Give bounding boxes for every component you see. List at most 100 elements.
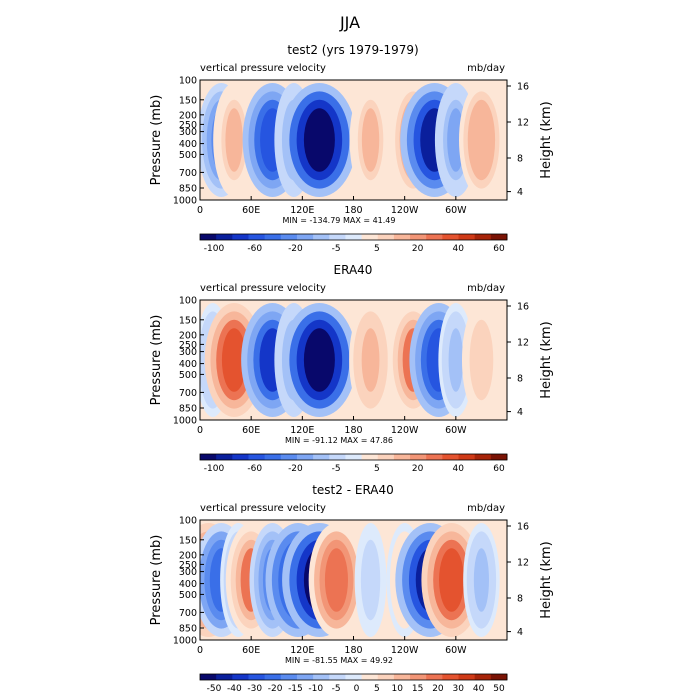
contour-field: [200, 520, 507, 640]
colorbar-frame: [199, 453, 508, 461]
y-tick-label: 100: [179, 516, 197, 527]
y-tick-label: 250: [179, 120, 197, 131]
panel-title: test2 - ERA40: [312, 483, 394, 497]
y-tick-label: 400: [179, 359, 197, 370]
colorbar-label: 50: [493, 684, 505, 694]
colorbar-swatch: [264, 454, 282, 460]
y-right-tick-label: 16: [517, 522, 529, 533]
colorbar-swatch: [361, 674, 379, 680]
contour-band: [472, 108, 491, 172]
colorbar-swatch: [232, 674, 249, 680]
y-tick-label: 200: [179, 110, 197, 121]
y-right-axis-label: Height (km): [539, 541, 554, 618]
colorbar-swatch: [248, 234, 266, 240]
colorbar-label: -20: [268, 684, 283, 694]
colorbar-swatch: [458, 234, 476, 240]
colorbar-swatch: [280, 234, 298, 240]
colorbar-label: 20: [412, 464, 424, 474]
colorbar-swatch: [216, 674, 233, 680]
contour-field: [200, 80, 507, 200]
y-tick-label: 700: [179, 608, 197, 619]
colorbar-swatch: [200, 454, 217, 460]
colorbar-swatch: [442, 674, 460, 680]
y-tick-label: 200: [179, 550, 197, 561]
colorbar-swatch: [393, 674, 411, 680]
y-tick-label: 1000: [173, 196, 197, 207]
y-tick-label: 150: [179, 95, 197, 106]
y-tick-label: 850: [179, 184, 197, 195]
colorbar-label: -100: [204, 464, 225, 474]
colorbar-label: -100: [204, 244, 225, 254]
colorbar-swatch: [248, 454, 266, 460]
y-axis-label: Pressure (mb): [149, 315, 164, 406]
colorbar-label: -15: [288, 684, 303, 694]
contour-band: [473, 548, 489, 612]
y-tick-label: 700: [179, 388, 197, 399]
y-tick-label: 300: [179, 127, 197, 138]
min-max-stats: MIN = -81.55 MAX = 49.92: [285, 656, 393, 665]
colorbar-label: 40: [453, 244, 465, 254]
panel-era40: ERA40 vertical pressure velocity mb/day 100…: [149, 263, 554, 474]
y-tick-label: 700: [179, 168, 197, 179]
colorbar-swatch: [410, 234, 427, 240]
colorbar-label: -30: [247, 684, 262, 694]
y-tick-label: 1000: [173, 636, 197, 647]
colorbar-swatch: [248, 674, 266, 680]
colorbar-swatch: [426, 674, 443, 680]
colorbar-swatch: [345, 454, 363, 460]
colorbar-label: -40: [227, 684, 242, 694]
contour-field: [200, 300, 507, 420]
panel-test2: test2 (yrs 1979-1979) vertical pressure v…: [149, 43, 554, 254]
contour-band: [221, 328, 247, 392]
colorbar-swatch: [474, 454, 492, 460]
y-right-tick-label: 8: [517, 154, 523, 165]
colorbar-swatch: [377, 454, 395, 460]
x-tick-label: 120W: [391, 425, 419, 436]
colorbar-swatch: [442, 234, 460, 240]
colorbar-swatch: [200, 234, 217, 240]
y-tick-label: 150: [179, 315, 197, 326]
colorbar-swatch: [458, 674, 476, 680]
colorbar-swatch: [216, 234, 233, 240]
y-tick-label: 500: [179, 590, 197, 601]
colorbar-swatch: [490, 234, 508, 240]
colorbar-swatch: [474, 234, 492, 240]
y-tick-label: 150: [179, 535, 197, 546]
y-tick-label: 100: [179, 76, 197, 87]
colorbar-label: 0: [354, 684, 360, 694]
y-right-tick-label: 4: [517, 187, 523, 198]
x-tick-label: 60E: [242, 645, 260, 656]
contour-band: [303, 328, 335, 392]
colorbar-label: 20: [412, 244, 424, 254]
y-tick-label: 850: [179, 404, 197, 415]
panel-title: test2 (yrs 1979-1979): [287, 43, 418, 57]
colorbar-swatch: [296, 674, 314, 680]
colorbar-swatch: [458, 454, 476, 460]
y-tick-label: 500: [179, 370, 197, 381]
y-right-axis-label: Height (km): [539, 321, 554, 398]
colorbar-label: 30: [453, 684, 465, 694]
y-tick-label: 300: [179, 567, 197, 578]
x-tick-label: 0: [197, 425, 203, 436]
units-label: mb/day: [467, 63, 505, 74]
colorbar-frame: [199, 233, 508, 241]
contour-band: [448, 328, 464, 392]
min-max-stats: MIN = -91.12 MAX = 47.86: [285, 436, 393, 445]
colorbar-swatch: [474, 674, 492, 680]
colorbar-swatch: [490, 454, 508, 460]
colorbar-swatch: [232, 454, 249, 460]
panel-difference: test2 - ERA40 vertical pressure velocity m…: [149, 483, 554, 694]
variable-label: vertical pressure velocity: [200, 283, 326, 294]
colorbar-swatch: [200, 674, 217, 680]
colorbar-label: -60: [247, 464, 262, 474]
x-tick-label: 120W: [391, 645, 419, 656]
x-tick-label: 0: [197, 645, 203, 656]
y-right-tick-label: 4: [517, 627, 523, 638]
x-tick-label: 120E: [290, 645, 314, 656]
colorbar-label: 60: [493, 464, 505, 474]
colorbar-swatch: [361, 454, 379, 460]
x-tick-label: 60W: [445, 645, 467, 656]
colorbar-frame: [199, 673, 508, 681]
units-label: mb/day: [467, 283, 505, 294]
colorbar-label: 5: [374, 464, 380, 474]
